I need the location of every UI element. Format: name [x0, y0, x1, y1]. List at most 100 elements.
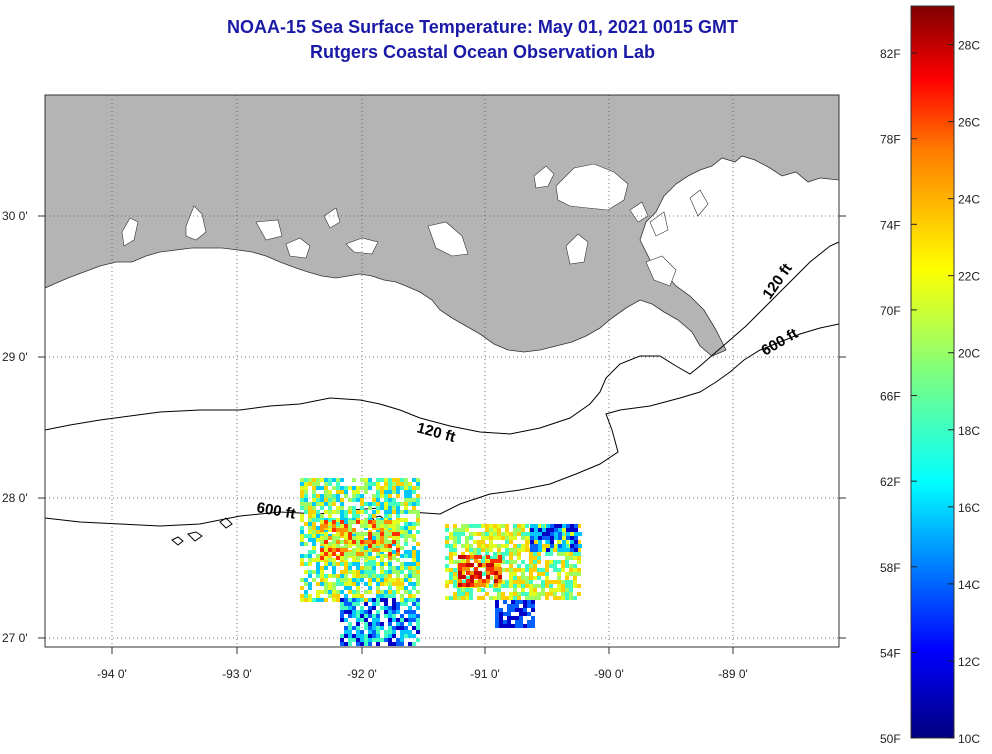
sst-pixel: [392, 606, 396, 610]
sst-pixel: [541, 544, 545, 548]
sst-pixel: [495, 600, 499, 604]
sst-pixel: [538, 532, 542, 536]
sst-pixel: [416, 542, 420, 546]
sst-pixel: [364, 482, 368, 486]
sst-pixel: [473, 548, 477, 552]
sst-pixel: [400, 510, 404, 514]
sst-pixel: [404, 478, 408, 482]
sst-pixel: [549, 552, 553, 556]
sst-pixel: [376, 598, 380, 602]
sst-pixel: [304, 522, 308, 526]
sst-pixel: [340, 478, 344, 482]
sst-pixel: [513, 576, 517, 580]
sst-pixel: [344, 514, 348, 518]
sst-pixel: [553, 568, 557, 572]
sst-pixel: [521, 576, 525, 580]
sst-pixel: [561, 592, 565, 596]
sst-pixel: [340, 598, 344, 602]
sst-pixel: [521, 536, 525, 540]
sst-pixel: [466, 579, 470, 583]
sst-pixel: [408, 634, 412, 638]
sst-pixel: [380, 502, 384, 506]
sst-pixel: [324, 544, 328, 548]
sst-pixel: [396, 574, 400, 578]
sst-pixel: [570, 548, 574, 552]
sst-pixel: [550, 540, 554, 544]
sst-pixel: [368, 622, 372, 626]
sst-pixel: [416, 626, 420, 630]
sst-pixel: [344, 566, 348, 570]
sst-pixel: [557, 572, 561, 576]
sst-pixel: [352, 514, 356, 518]
sst-pixel: [481, 536, 485, 540]
sst-pixel: [380, 606, 384, 610]
sst-pixel: [320, 502, 324, 506]
sst-pixel: [336, 498, 340, 502]
sst-pixel: [461, 596, 465, 600]
sst-pixel: [340, 524, 344, 528]
sst-pixel: [312, 570, 316, 574]
sst-pixel: [332, 510, 336, 514]
sst-pixel: [453, 528, 457, 532]
sst-pixel: [513, 580, 517, 584]
sst-pixel: [453, 584, 457, 588]
sst-pixel: [511, 616, 515, 620]
sst-pixel: [497, 584, 501, 588]
sst-pixel: [453, 596, 457, 600]
sst-pixel: [324, 566, 328, 570]
sst-pixel: [392, 536, 396, 540]
sst-pixel: [340, 520, 344, 524]
sst-pixel: [392, 490, 396, 494]
sst-pixel: [372, 626, 376, 630]
sst-pixel: [376, 520, 380, 524]
sst-pixel: [328, 510, 332, 514]
sst-pixel: [372, 614, 376, 618]
sst-pixel: [494, 583, 498, 587]
sst-pixel: [558, 544, 562, 548]
sst-pixel: [515, 600, 519, 604]
sst-pixel: [513, 552, 517, 556]
sst-pixel: [531, 616, 535, 620]
sst-pixel: [332, 590, 336, 594]
sst-pixel: [376, 490, 380, 494]
sst-pixel: [336, 590, 340, 594]
sst-pixel: [320, 598, 324, 602]
sst-pixel: [336, 522, 340, 526]
sst-pixel: [453, 580, 457, 584]
sst-pixel: [336, 506, 340, 510]
sst-pixel: [328, 536, 332, 540]
sst-pixel: [461, 580, 465, 584]
sst-pixel: [376, 486, 380, 490]
sst-pixel: [348, 552, 352, 556]
sst-pixel: [449, 576, 453, 580]
sst-pixel: [340, 556, 344, 560]
sst-pixel: [364, 524, 368, 528]
sst-pixel: [336, 540, 340, 544]
sst-pixel: [304, 494, 308, 498]
sst-pixel: [324, 574, 328, 578]
sst-pixel: [332, 562, 336, 566]
sst-pixel: [553, 560, 557, 564]
sst-pixel: [493, 536, 497, 540]
sst-pixel: [561, 588, 565, 592]
sst-pixel: [530, 532, 534, 536]
sst-pixel: [509, 580, 513, 584]
map-subtitle: Rutgers Coastal Ocean Observation Lab: [309, 42, 656, 62]
sst-pixel: [566, 532, 570, 536]
sst-pixel: [465, 536, 469, 540]
sst-pixel: [384, 578, 388, 582]
sst-pixel: [376, 532, 380, 536]
sst-pixel: [485, 536, 489, 540]
sst-pixel: [565, 556, 569, 560]
sst-pixel: [356, 544, 360, 548]
sst-pixel: [376, 642, 380, 646]
sst-pixel: [533, 540, 537, 544]
sst-pixel: [499, 624, 503, 628]
sst-pixel: [360, 552, 364, 556]
sst-pixel: [457, 560, 461, 564]
sst-pixel: [348, 582, 352, 586]
sst-pixel: [515, 624, 519, 628]
sst-pixel: [553, 588, 557, 592]
sst-pixel: [352, 520, 356, 524]
sst-pixel: [348, 642, 352, 646]
